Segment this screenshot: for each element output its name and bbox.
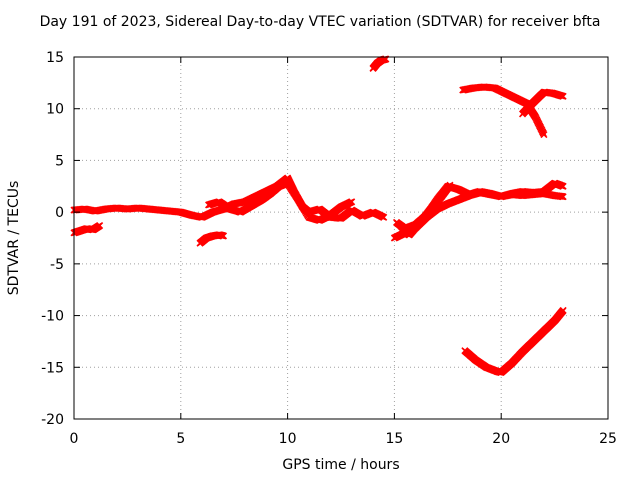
series-arc-3	[196, 231, 228, 247]
data-point	[559, 193, 567, 201]
x-axis-label: GPS time / hours	[282, 457, 400, 473]
series-arc-5	[369, 55, 390, 72]
data-point	[348, 198, 356, 206]
x-tick-label: 25	[599, 431, 617, 447]
y-tick-label: -15	[41, 360, 64, 376]
series-arc-1	[70, 174, 388, 222]
y-tick-label: 10	[46, 102, 64, 118]
x-tick-label: 10	[279, 431, 297, 447]
series-arc-9	[459, 83, 548, 139]
series-arc-11	[461, 306, 567, 377]
y-tick-label: -20	[41, 412, 64, 428]
series-arc-10	[518, 88, 567, 118]
y-tick-label: -10	[41, 309, 64, 325]
series-arc-6	[390, 188, 567, 242]
data-point	[559, 306, 567, 314]
y-tick-label: 15	[46, 50, 64, 66]
data-point	[446, 181, 454, 189]
data-point	[96, 222, 104, 230]
series-arc-4	[205, 179, 356, 224]
data-point	[219, 232, 228, 240]
y-tick-label: 5	[55, 153, 64, 169]
data-point	[559, 92, 567, 100]
axis-ticks: 0 5 10 15 20 25 -20 -15 -10 -5 0 5 10 15	[41, 50, 617, 447]
series-arc-2	[70, 222, 104, 237]
x-tick-label: 5	[176, 431, 185, 447]
data-point	[380, 213, 388, 221]
series-arc-8	[397, 181, 454, 239]
x-tick-label: 0	[70, 431, 79, 447]
plot-frame	[73, 56, 609, 420]
y-tick-label: -5	[50, 257, 64, 273]
x-tick-label: 15	[385, 431, 403, 447]
x-tick-label: 20	[492, 431, 510, 447]
data-points	[70, 55, 567, 377]
data-point	[540, 131, 548, 139]
chart-title: Day 191 of 2023, Sidereal Day-to-day VTE…	[39, 14, 601, 30]
y-tick-label: 0	[55, 205, 64, 221]
data-point	[559, 182, 567, 190]
